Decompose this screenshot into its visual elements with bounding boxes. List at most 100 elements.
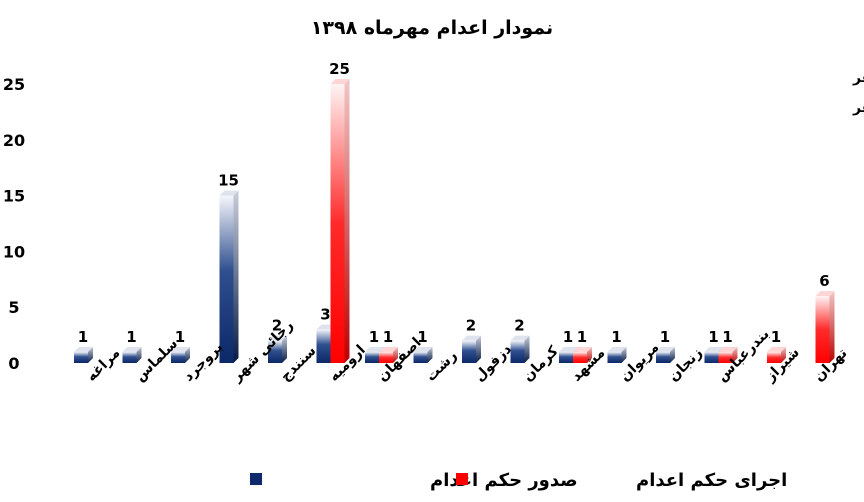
chart-title: نمودار اعدام مهرماه ۱۳۹۸ <box>311 17 553 39</box>
bar-top <box>656 346 675 352</box>
bar-top <box>510 335 530 341</box>
bar-side <box>476 335 481 363</box>
bar-issued <box>607 346 627 363</box>
y-tick-label: 25 <box>3 75 25 94</box>
bar-side <box>781 346 786 363</box>
data-label: 15 <box>218 172 239 190</box>
bar-side <box>829 291 835 363</box>
bar-side <box>427 346 433 363</box>
bar-issued <box>656 346 675 363</box>
bar-front <box>74 351 88 363</box>
bar-front <box>704 351 719 363</box>
bar-top <box>462 335 481 341</box>
bar-front <box>330 84 345 363</box>
bar-issued <box>122 346 142 363</box>
bar-front <box>413 351 428 363</box>
bar-top <box>718 346 738 352</box>
bar-front <box>510 340 525 363</box>
legend: صدور حکم اعدام اجرای حکم اعدام <box>250 470 787 491</box>
bar-top <box>365 346 384 352</box>
bar-side <box>136 346 142 363</box>
x-tick-label: مریوان <box>617 339 662 384</box>
bar-front <box>815 296 830 363</box>
bar-front <box>316 329 331 363</box>
bar-front <box>656 351 670 363</box>
bar-carried-out <box>718 346 738 363</box>
bar-side <box>524 335 530 363</box>
data-label: 1 <box>563 328 573 346</box>
bar-carried-out <box>573 346 592 363</box>
bar-front <box>379 351 393 363</box>
bar-side <box>587 346 592 363</box>
bar-side <box>282 335 287 363</box>
bar-top <box>219 190 239 196</box>
bar-side <box>621 346 627 363</box>
data-label: 1 <box>126 328 136 346</box>
bar-side <box>732 346 738 363</box>
bar-top <box>767 346 786 352</box>
bar-top <box>171 346 190 352</box>
bar-front <box>559 351 573 363</box>
bar-front <box>718 351 733 363</box>
data-label: 1 <box>611 328 621 346</box>
bar-issued <box>462 335 481 363</box>
y-tick-label: 15 <box>3 187 25 206</box>
data-label: 1 <box>369 328 379 346</box>
legend-label-carried: اجرای حکم اعدام <box>636 470 787 491</box>
bar-front <box>462 340 476 363</box>
bar-carried-out <box>815 291 835 363</box>
bar-issued <box>413 346 433 363</box>
bar-front <box>219 195 234 363</box>
bar-issued <box>510 335 530 363</box>
data-label: 2 <box>514 317 524 335</box>
legend-label-issued: صدور حکم اعدام <box>430 470 578 491</box>
bar-carried-out <box>379 346 398 363</box>
bar-front <box>767 351 781 363</box>
bar-side <box>670 346 675 363</box>
y-tick-label: 0 <box>8 354 19 373</box>
bar-carried-out <box>330 79 350 363</box>
bar-issued <box>219 190 239 363</box>
bar-issued <box>74 346 93 363</box>
bar-carried-out <box>767 346 786 363</box>
legend-swatch-carried <box>456 473 468 485</box>
note-released: رهایی از اعدام:۱۶ مورد - ۲۵ نفر <box>852 100 864 116</box>
data-label: 1 <box>175 328 185 346</box>
bar-side <box>233 190 239 363</box>
data-label: 1 <box>660 328 670 346</box>
bar-issued <box>171 346 190 363</box>
bar-front <box>607 351 622 363</box>
data-label: 1 <box>383 328 393 346</box>
bar-top <box>330 79 350 84</box>
bar-side <box>185 346 190 363</box>
bar-front <box>268 340 282 363</box>
bar-top <box>379 346 398 352</box>
bar-front <box>573 351 587 363</box>
bar-front <box>171 351 185 363</box>
y-tick-label: 10 <box>3 242 25 261</box>
y-tick-label: 5 <box>8 298 19 317</box>
bar-issued <box>268 335 287 363</box>
bar-side <box>344 79 350 363</box>
data-label: 1 <box>708 328 718 346</box>
bar-top <box>413 346 433 352</box>
bar-top <box>122 346 142 352</box>
bar-top <box>573 346 592 352</box>
bar-front <box>122 351 137 363</box>
data-label: 1 <box>417 328 427 346</box>
data-label: 25 <box>329 60 350 78</box>
x-tick-label: بروجرد <box>181 339 227 385</box>
data-label: 3 <box>320 306 330 324</box>
bar-top <box>559 346 578 352</box>
data-label: 2 <box>272 317 282 335</box>
bar-top <box>704 346 724 352</box>
data-label: 1 <box>78 328 88 346</box>
bar-front <box>365 351 379 363</box>
bar-top <box>268 335 287 341</box>
note-executions: اخبار اعدامیان:۲ مورد - ۶ نفر <box>852 70 864 86</box>
data-label: 1 <box>722 328 732 346</box>
y-tick-label: 20 <box>3 131 25 150</box>
y-axis: 0 5 10 15 20 25 <box>3 75 25 373</box>
